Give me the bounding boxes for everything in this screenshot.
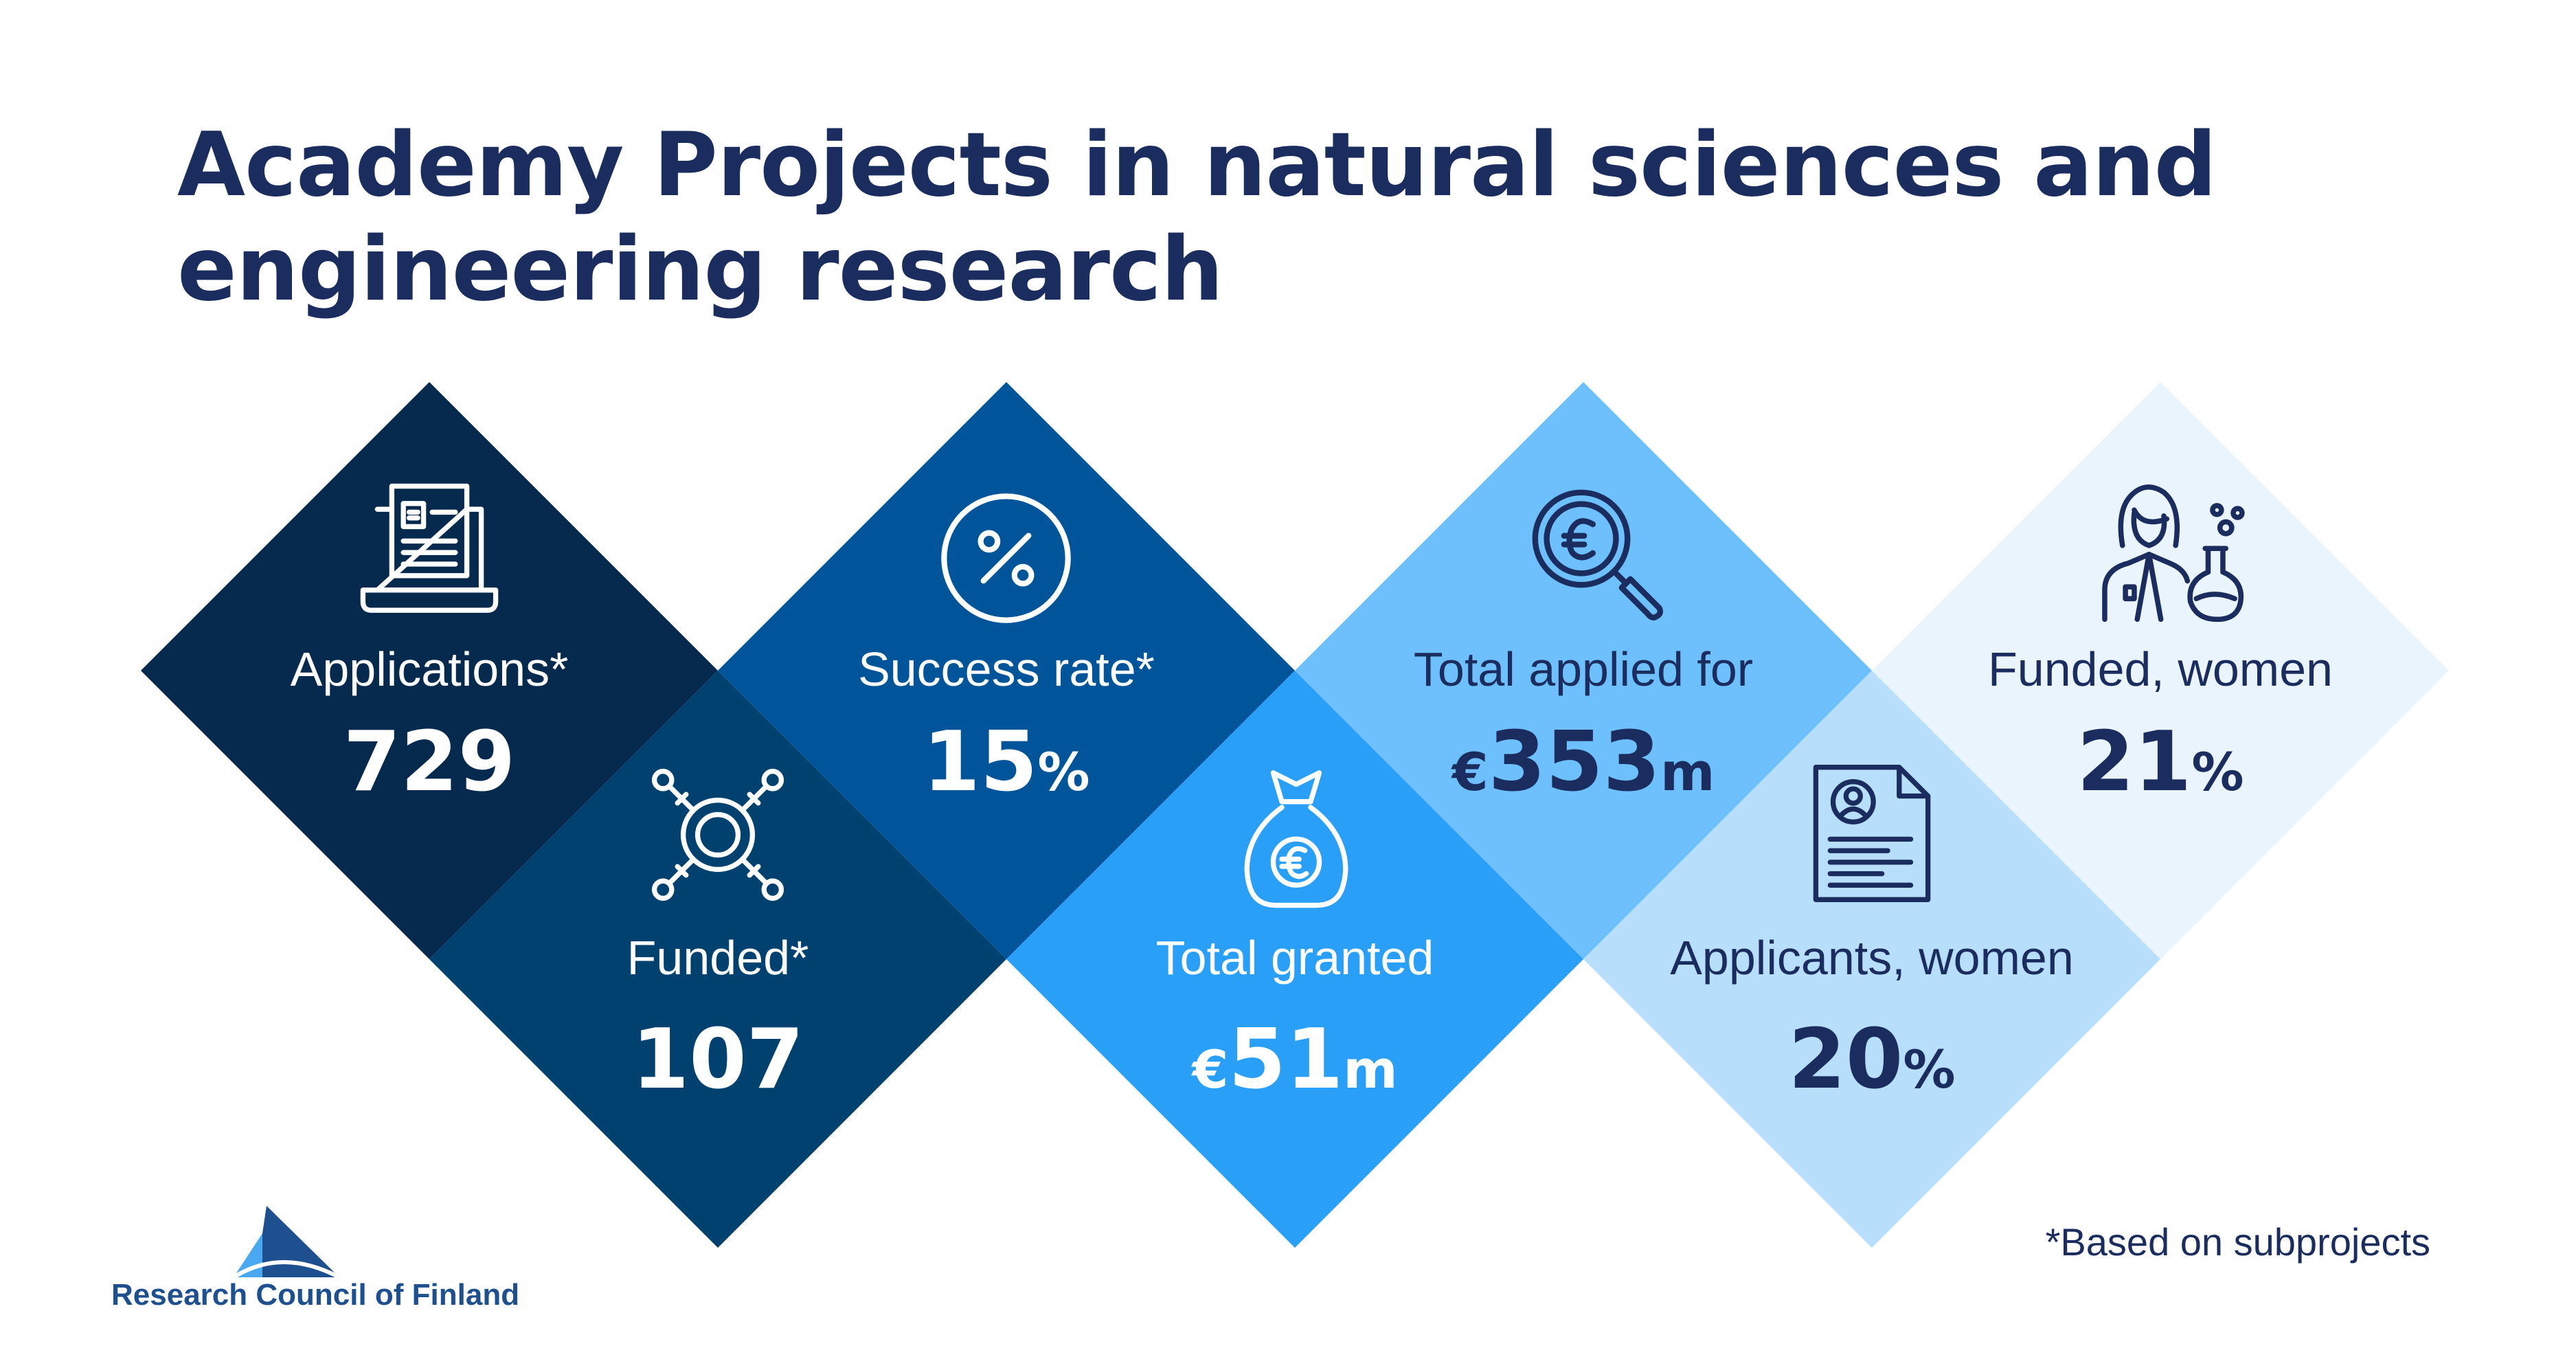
laptop-euro-document-icon: [360, 483, 499, 613]
funded-women-unit: %: [2191, 741, 2244, 803]
diamond-applicants-women: [1583, 671, 2160, 1248]
total-applied-value: €353m: [1452, 718, 1715, 817]
female-scientist-icon: [2102, 484, 2245, 622]
target-arrows-icon: [651, 768, 784, 901]
applicants-women-unit: %: [1903, 1039, 1956, 1100]
title-line-2: engineering research: [177, 218, 1223, 321]
applicants-women-number: 20: [1788, 1012, 1903, 1108]
magnifier-euro-icon: [1532, 489, 1663, 620]
footnote: *Based on subprojects: [2045, 1220, 2430, 1264]
success-rate-unit: %: [1037, 741, 1090, 803]
total-granted-unit: m: [1343, 1039, 1398, 1100]
applicants-women-value: 20%: [1788, 1016, 1955, 1114]
funded-number: 107: [631, 1012, 804, 1108]
total-granted-prefix: €: [1192, 1039, 1229, 1100]
total-granted-label: Total granted: [1155, 931, 1434, 985]
funded-label: Funded*: [626, 931, 809, 985]
applications-number: 729: [343, 715, 516, 810]
research-council-logo-icon: [232, 1206, 341, 1279]
success-rate-value: 15%: [923, 718, 1089, 817]
money-bag-euro-icon: [1244, 770, 1348, 908]
applicants-women-label: Applicants, women: [1670, 931, 2074, 985]
total-granted-number: 51: [1228, 1012, 1344, 1108]
total-applied-number: 353: [1488, 715, 1661, 810]
applications-label: Applications*: [290, 642, 569, 696]
funded-women-label: Funded, women: [1988, 642, 2333, 696]
page-title: Academy Projects in natural sciences and…: [177, 113, 2375, 322]
total-applied-label: Total applied for: [1413, 642, 1754, 696]
diamond-funded: [429, 671, 1006, 1248]
total-granted-value: €51m: [1192, 1016, 1397, 1114]
diamond-total-granted: [1006, 671, 1583, 1248]
title-line-1: Academy Projects in natural sciences and: [177, 114, 2217, 216]
applications-value: 729: [343, 718, 516, 807]
success-rate-number: 15: [923, 715, 1038, 810]
total-applied-unit: m: [1660, 741, 1715, 803]
funded-value: 107: [632, 1016, 804, 1105]
funded-women-number: 21: [2077, 715, 2192, 810]
success-rate-label: Success rate*: [858, 642, 1155, 696]
total-applied-prefix: €: [1451, 741, 1489, 803]
funded-women-value: 21%: [2077, 718, 2244, 817]
logo-text: Research Council of Finland: [111, 1278, 520, 1312]
resume-document-icon: [1813, 765, 1931, 902]
percent-circle-icon: [941, 493, 1071, 623]
